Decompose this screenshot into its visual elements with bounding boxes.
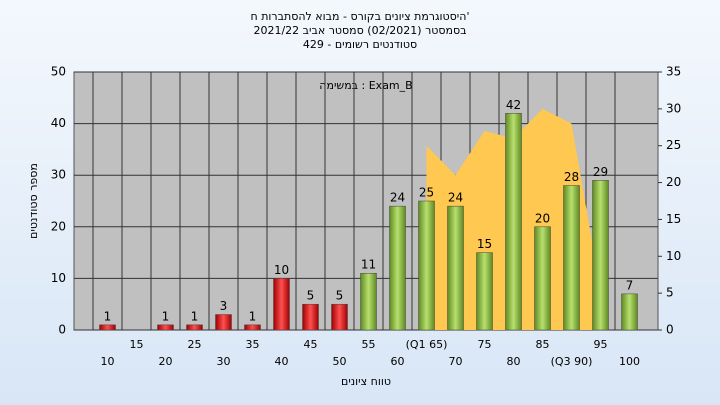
x-tick-label: 70 xyxy=(449,355,463,368)
value-label: 28 xyxy=(564,170,579,184)
title-line: בסמסטר (02/2021) סמסטר אביב 2021/22 xyxy=(253,24,466,37)
x-tick-label: 55 xyxy=(362,338,376,351)
bar xyxy=(505,113,522,331)
bar xyxy=(360,272,377,331)
bar xyxy=(302,303,319,331)
x-tick-label: 95 xyxy=(594,338,608,351)
x-tick-label: 60 xyxy=(391,355,405,368)
x-tick-label: 75 xyxy=(478,338,492,351)
bar xyxy=(592,180,609,331)
bar xyxy=(215,314,232,331)
value-label: 1 xyxy=(191,309,199,323)
value-label: 42 xyxy=(506,98,521,112)
y-tick-label: 20 xyxy=(51,219,66,233)
bar xyxy=(186,324,203,331)
value-label: 24 xyxy=(390,191,405,205)
value-label: 24 xyxy=(448,191,463,205)
x-tick-label: 80 xyxy=(507,355,521,368)
value-label: 10 xyxy=(274,263,289,277)
title-line: היסטוגרמת ציונים בקורס - מבוא להסתברות ח… xyxy=(251,10,470,23)
bar xyxy=(418,200,435,331)
value-label: 20 xyxy=(535,211,550,225)
y-label: מספר סטודנטים xyxy=(27,163,40,239)
x-tick-label: (Q1 65) xyxy=(406,338,448,351)
y2-tick-label: 15 xyxy=(666,212,681,226)
value-label: 5 xyxy=(307,289,315,303)
y2-tick-label: 30 xyxy=(666,101,681,115)
value-label: 1 xyxy=(104,309,112,323)
y-tick-label: 40 xyxy=(51,116,66,130)
x-tick-label: 45 xyxy=(304,338,318,351)
x-tick-label: 40 xyxy=(275,355,289,368)
x-tick-label: 30 xyxy=(217,355,231,368)
x-tick-label: 15 xyxy=(130,338,144,351)
value-label: 11 xyxy=(361,258,376,272)
bar xyxy=(621,293,638,331)
value-label: 29 xyxy=(593,165,608,179)
x-label: טווח ציונים xyxy=(341,375,391,388)
value-label: 25 xyxy=(419,186,434,200)
x-tick-label: 10 xyxy=(101,355,115,368)
bar xyxy=(273,278,290,331)
y2-tick-label: 35 xyxy=(666,65,681,79)
annotation: במשימה : Exam_B xyxy=(319,79,412,92)
bar xyxy=(563,185,580,331)
x-tick-label: (Q3 90) xyxy=(551,355,593,368)
bar xyxy=(447,205,464,331)
y-tick-label: 30 xyxy=(51,168,66,182)
value-label: 15 xyxy=(477,237,492,251)
y2-tick-label: 10 xyxy=(666,249,681,263)
y2-tick-label: 5 xyxy=(666,286,674,300)
title-line: סטודנטים רשומים - 429 xyxy=(303,38,417,51)
bar xyxy=(99,324,116,331)
bar xyxy=(389,205,406,331)
bar xyxy=(331,303,348,331)
bar xyxy=(534,226,551,331)
x-tick-label: 20 xyxy=(159,355,173,368)
x-tick-label: 50 xyxy=(333,355,347,368)
x-tick-label: 100 xyxy=(619,355,640,368)
y-tick-label: 10 xyxy=(51,271,66,285)
value-label: 1 xyxy=(162,309,170,323)
bar xyxy=(157,324,174,331)
y2-tick-label: 20 xyxy=(666,175,681,189)
bar xyxy=(476,252,493,331)
value-label: 7 xyxy=(626,278,634,292)
value-label: 5 xyxy=(336,289,344,303)
x-tick-label: 85 xyxy=(536,338,550,351)
y2-tick-label: 25 xyxy=(666,138,681,152)
y-tick-label: 50 xyxy=(51,65,66,79)
bar xyxy=(244,324,261,331)
y2-tick-label: 0 xyxy=(666,323,674,337)
value-label: 1 xyxy=(249,309,257,323)
x-tick-label: 35 xyxy=(246,338,260,351)
x-tick-label: 25 xyxy=(188,338,202,351)
value-label: 3 xyxy=(220,299,228,313)
y-tick-label: 0 xyxy=(58,323,66,337)
